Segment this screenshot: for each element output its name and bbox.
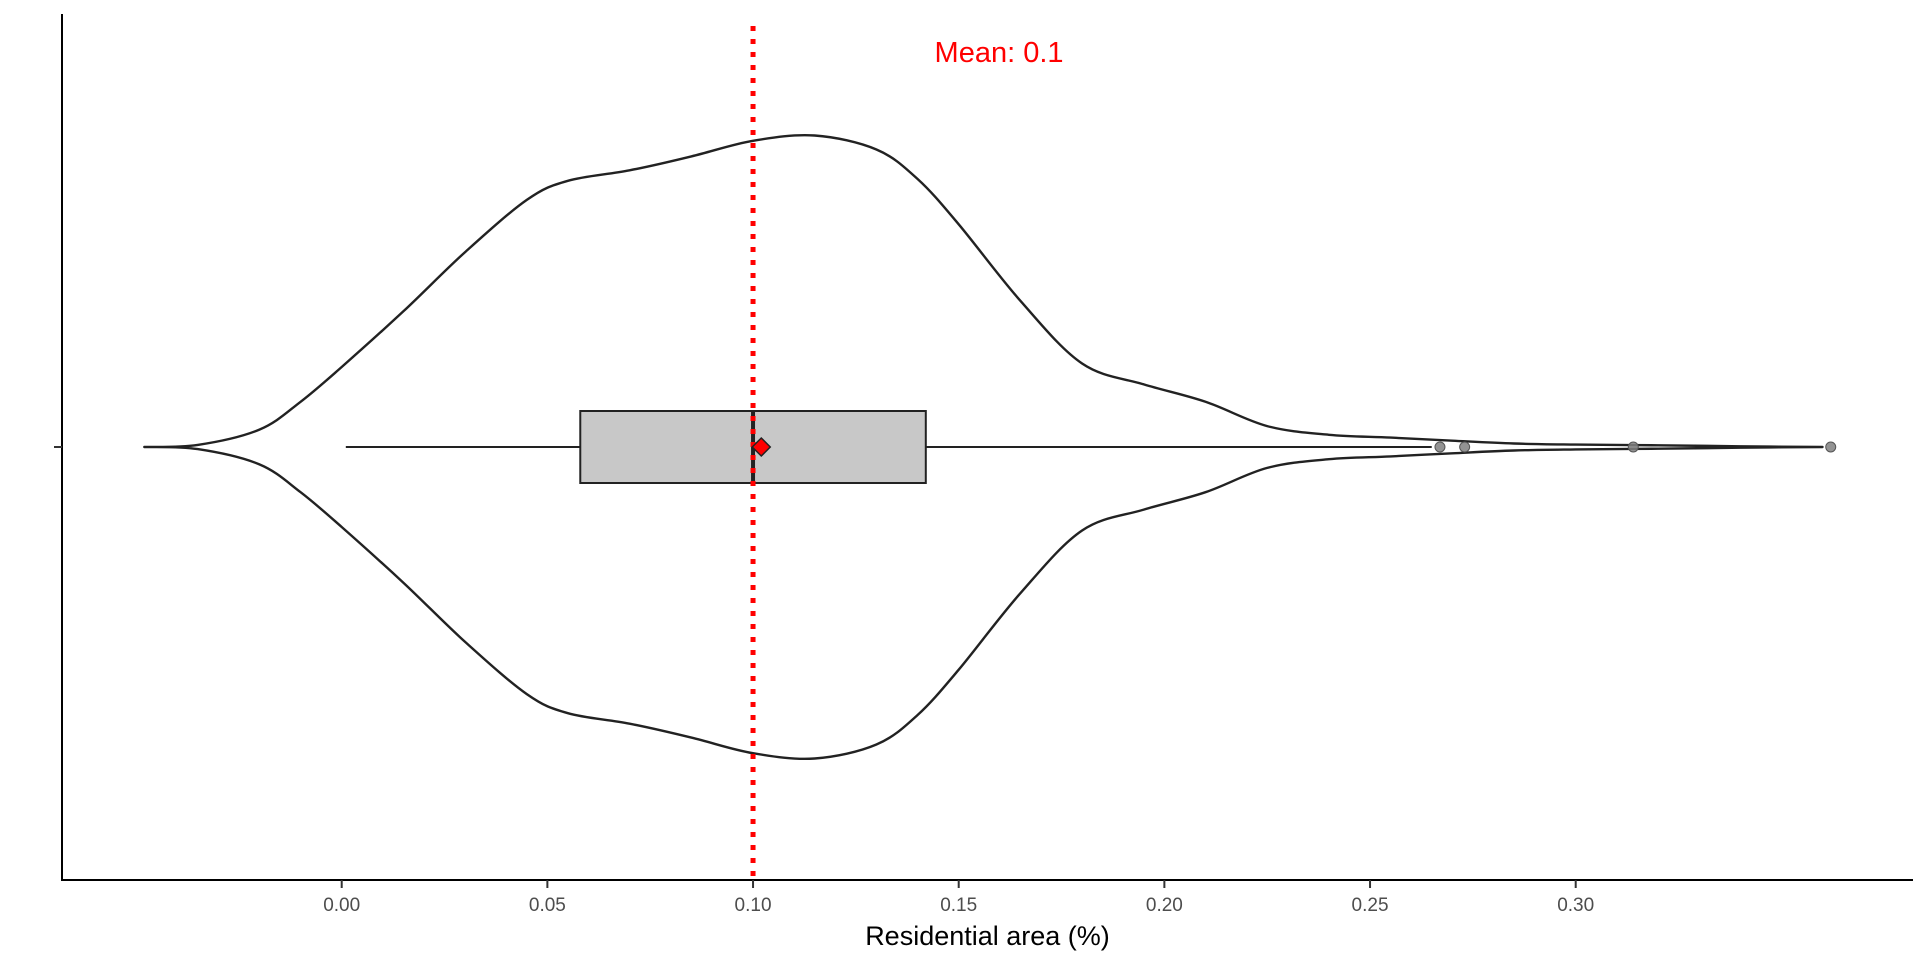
- outlier-point: [1434, 441, 1446, 453]
- x-tick-label: 0.25: [1352, 895, 1389, 916]
- outlier-point: [1627, 441, 1639, 453]
- x-tick-label: 0.10: [735, 895, 772, 916]
- mean-layer: [750, 26, 772, 880]
- mean-label: Mean: 0.1: [935, 37, 1064, 69]
- x-tick-label: 0.30: [1557, 895, 1594, 916]
- x-tick-label: 0.05: [529, 895, 566, 916]
- x-tick-label: 0.00: [323, 895, 360, 916]
- x-tick-label: 0.20: [1146, 895, 1183, 916]
- axes-layer: 0.00 0.05 0.10 0.15 0.20 0.25 0.30: [54, 14, 1913, 916]
- mean-marker: [751, 436, 772, 458]
- x-axis-title: Residential area (%): [865, 921, 1110, 951]
- outlier-point: [1825, 441, 1837, 453]
- outlier-point: [1459, 441, 1471, 453]
- x-tick-label: 0.15: [940, 895, 977, 916]
